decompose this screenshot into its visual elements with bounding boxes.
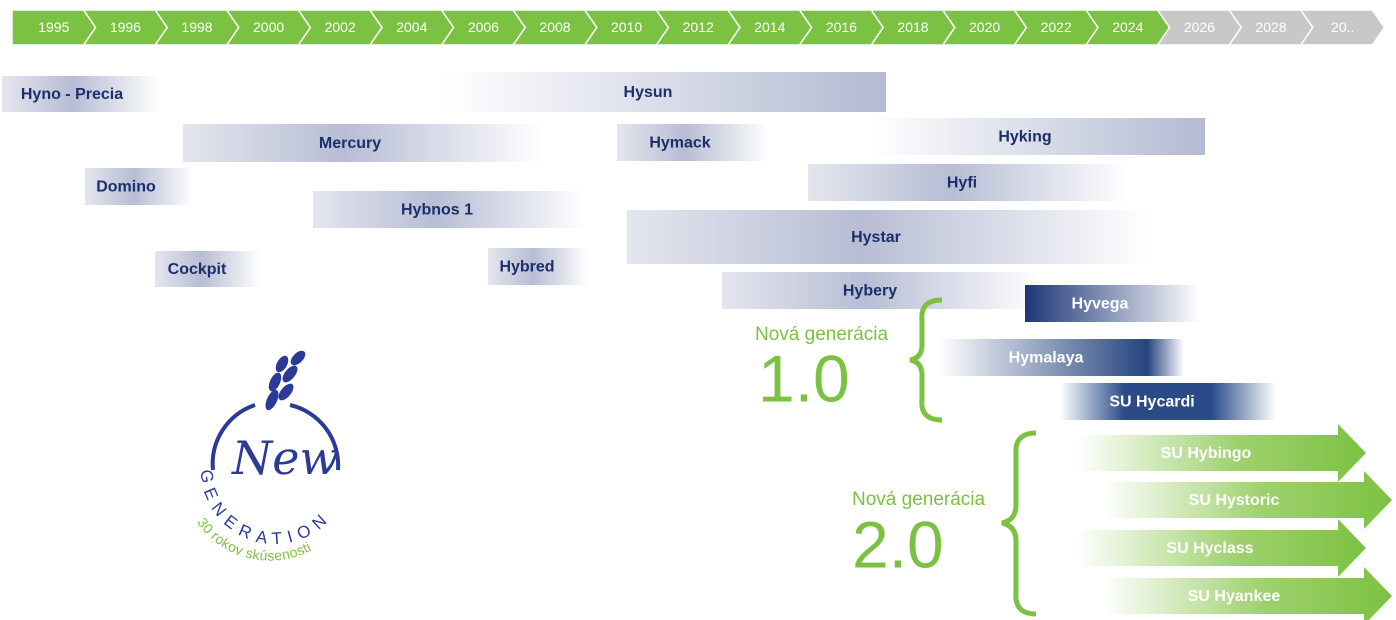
product-bar xyxy=(85,168,193,205)
generation-arrow xyxy=(1102,471,1392,529)
logo: New GENERATION 30 rokov skúsenosti xyxy=(195,350,341,563)
generation-product-label: Hyvega xyxy=(1072,296,1129,313)
generation-product-label: Hymalaya xyxy=(1009,350,1084,367)
product-bars: Hyno - Precia Hysun Mercury Hymack Hyking Dom… xyxy=(2,72,1392,620)
timeline: 1995 1996 1998 2000 2002 2004 2006 2008 2010 2012… xyxy=(11,9,1386,46)
year-label: 1998 xyxy=(181,19,212,35)
product-bar xyxy=(870,118,1205,155)
year-label: 2022 xyxy=(1041,19,1072,35)
product-bar xyxy=(617,124,769,161)
generation-arrow xyxy=(1102,567,1392,620)
product-label: Cockpit xyxy=(168,261,227,278)
product-label: Hybnos 1 xyxy=(401,202,473,219)
year-label: 2028 xyxy=(1255,19,1286,35)
year-label: 2012 xyxy=(683,19,714,35)
product-bar xyxy=(155,251,260,287)
generation-version: 2.0 xyxy=(852,507,944,581)
year-label: 2014 xyxy=(754,19,785,35)
year-label: 2026 xyxy=(1184,19,1215,35)
brace xyxy=(909,297,943,423)
generation-label: Nová generácia xyxy=(852,489,986,510)
year-label: 1995 xyxy=(38,19,69,35)
year-label: 2008 xyxy=(539,19,570,35)
year-chevron xyxy=(1299,9,1386,46)
year-label: 1996 xyxy=(110,19,141,35)
generation-bar xyxy=(1025,285,1200,322)
product-bar xyxy=(183,124,543,162)
product-label: Hybery xyxy=(843,283,897,300)
year-label: 2006 xyxy=(468,19,499,35)
year-label: 2002 xyxy=(325,19,356,35)
generation-bar xyxy=(938,339,1184,376)
product-bar xyxy=(488,248,588,285)
generation-product-label: SU Hystoric xyxy=(1189,492,1280,509)
product-bar xyxy=(722,272,1040,309)
product-label: Hystar xyxy=(851,229,901,246)
product-bar xyxy=(313,191,586,228)
product-label: Mercury xyxy=(319,135,381,152)
generation-arrow xyxy=(1077,424,1366,482)
year-label: 2004 xyxy=(396,19,427,35)
product-bar xyxy=(443,72,886,112)
product-bar xyxy=(2,76,160,112)
year-label: 2000 xyxy=(253,19,284,35)
generation-product-label: SU Hybingo xyxy=(1161,445,1252,462)
product-label: Hybred xyxy=(499,259,554,276)
generation-product-label: SU Hyankee xyxy=(1188,588,1281,605)
brace xyxy=(1001,430,1037,617)
year-label: 2016 xyxy=(826,19,857,35)
product-label: Hyking xyxy=(998,129,1051,146)
year-label: 20.. xyxy=(1331,19,1354,35)
year-label: 2010 xyxy=(611,19,642,35)
product-label: Hymack xyxy=(649,135,710,152)
generation-version: 1.0 xyxy=(758,341,850,415)
product-bar xyxy=(808,164,1128,201)
product-bar xyxy=(627,210,1150,264)
generation-label: Nová generácia xyxy=(755,324,889,345)
generation-product-label: SU Hycardi xyxy=(1109,394,1194,411)
product-label: Hyfi xyxy=(947,175,977,192)
product-label: Hyno - Precia xyxy=(21,86,123,103)
product-label: Hysun xyxy=(624,84,673,101)
year-label: 2024 xyxy=(1112,19,1143,35)
generation-product-label: SU Hyclass xyxy=(1166,540,1253,557)
generation-arrow xyxy=(1077,519,1366,577)
logo-word: New xyxy=(231,431,339,485)
year-label: 2020 xyxy=(969,19,1000,35)
year-label: 2018 xyxy=(897,19,928,35)
generation-bar xyxy=(1060,383,1276,420)
product-label: Domino xyxy=(96,179,156,196)
